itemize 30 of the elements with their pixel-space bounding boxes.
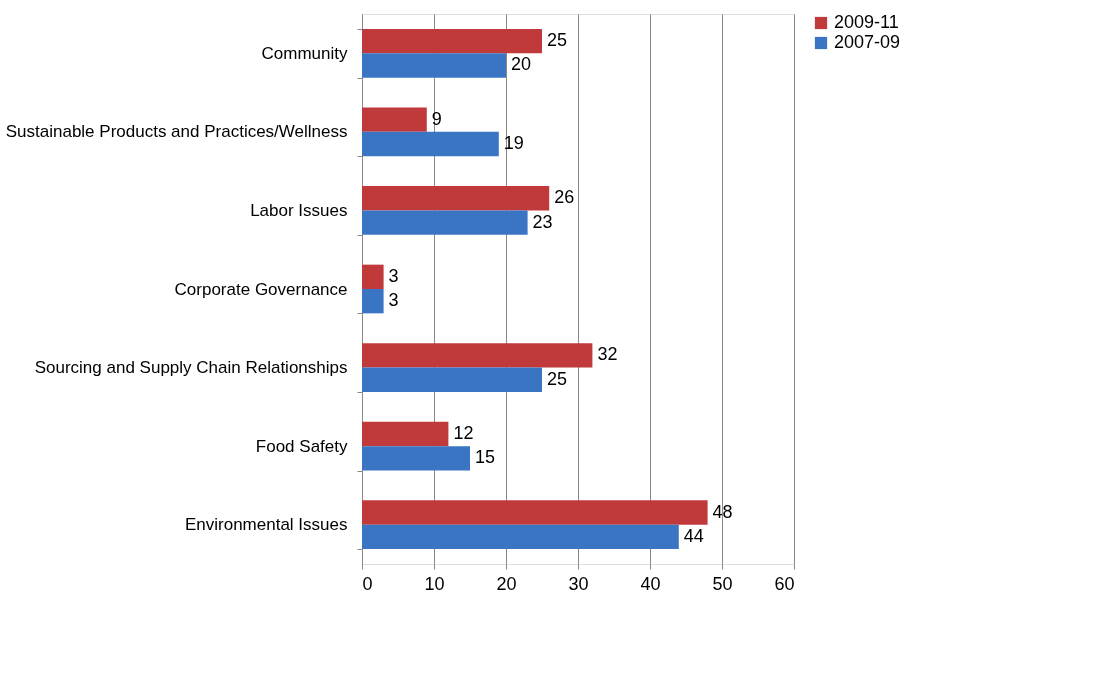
y-tick-label: Food Safety [255,436,348,456]
x-tick-label: 40 [640,573,661,594]
data-label: 12 [453,422,474,443]
y-tick-label: Labor Issues [250,200,348,220]
x-tick-label: 10 [424,573,445,594]
data-label: 20 [511,54,532,75]
data-label: 26 [554,187,575,208]
x-tick-label: 50 [712,573,733,594]
y-tick-label: Sourcing and Supply Chain Relationships [34,358,348,378]
data-label: 44 [683,525,704,546]
y-tick-label: Corporate Governance [174,279,348,299]
data-label: 3 [388,265,399,286]
data-label: 9 [431,108,442,129]
data-label: 23 [532,211,553,232]
data-label: 25 [547,30,568,51]
data-label: 3 [388,290,399,311]
legend-label: 2007-09 [834,32,901,52]
data-label: 25 [547,368,568,389]
legend-label: 2009-11 [834,12,899,32]
y-tick-label: Sustainable Products and Practices/Wellness [5,122,348,142]
x-tick-label: 60 [774,573,795,594]
x-tick-label: 0 [362,573,373,594]
x-tick-label: 30 [568,573,589,594]
y-tick-label: Environmental Issues [184,515,348,535]
data-label: 32 [597,344,618,365]
x-tick-label: 20 [496,573,517,594]
data-label: 19 [503,133,524,154]
data-label: 48 [712,501,733,522]
y-tick-label: Community [261,43,348,63]
data-label: 15 [475,447,496,468]
